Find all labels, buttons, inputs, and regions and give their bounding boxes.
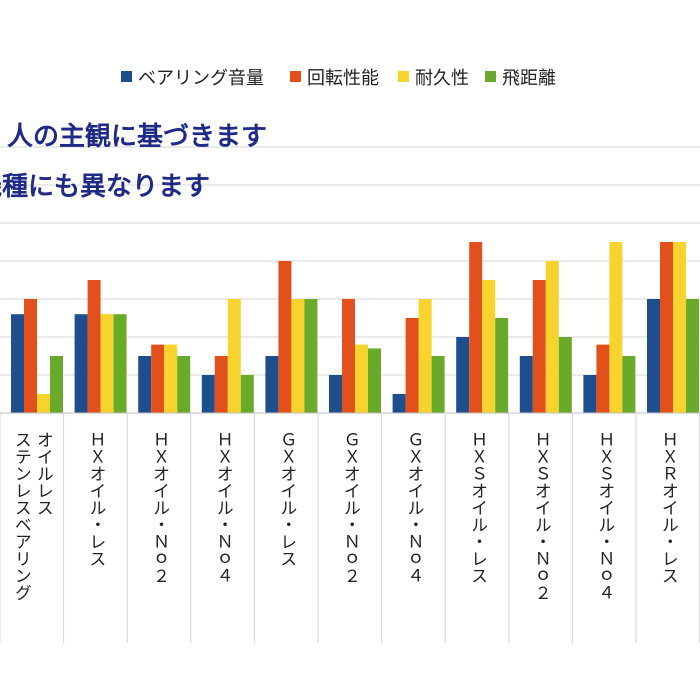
category-label-10: ＨＸＳオイル・Ｎｏ４ <box>594 431 614 601</box>
bar-2-7 <box>405 318 419 413</box>
bar-1-7 <box>392 394 406 413</box>
bar-3-3 <box>164 344 178 413</box>
bar-2-5 <box>278 261 292 413</box>
bar-1-5 <box>265 356 279 413</box>
bar-3-2 <box>100 314 114 413</box>
bar-1-1 <box>11 314 24 413</box>
bar-1-10 <box>583 375 597 413</box>
bar-2-1 <box>24 299 37 413</box>
category-label-1-2: ステンレスベアリング <box>11 431 31 601</box>
bar-3-4 <box>227 299 241 413</box>
legend-swatch-2 <box>290 71 301 82</box>
bar-1-9 <box>519 356 533 413</box>
category-label-3: ＨＸオイル・Ｎｏ２ <box>149 431 169 584</box>
bar-4-9 <box>558 337 572 413</box>
category-label-7: ＧＸオイル・Ｎｏ４ <box>403 431 423 584</box>
chart-notes: 人の主観に基づきます機種にも異なります <box>0 121 267 202</box>
bar-2-11 <box>660 242 673 413</box>
bar-2-2 <box>87 280 101 413</box>
chart-note-2: 機種にも異なります <box>0 172 210 202</box>
category-label-8: ＨＸＳオイル・レス <box>467 431 487 584</box>
legend-swatch-1 <box>121 71 132 82</box>
bar-4-7 <box>431 356 445 413</box>
bar-4-11 <box>686 299 699 413</box>
bar-4-1 <box>50 356 63 413</box>
bar-3-11 <box>673 242 686 413</box>
bar-1-6 <box>329 375 342 413</box>
bar-2-6 <box>342 299 355 413</box>
bar-4-3 <box>177 356 191 413</box>
category-label-4: ＨＸオイル・Ｎｏ４ <box>213 431 233 584</box>
bar-4-10 <box>622 356 636 413</box>
bar-3-5 <box>291 299 305 413</box>
bar-2-9 <box>532 280 546 413</box>
category-label-11: ＨＸＲオイル・レス <box>658 431 678 584</box>
bar-4-6 <box>368 348 381 413</box>
category-label-5: ＧＸオイル・レス <box>276 431 296 567</box>
category-label-2: ＨＸオイル・レス <box>85 431 105 567</box>
legend-swatch-4 <box>485 71 496 82</box>
bars <box>11 242 699 413</box>
bar-2-4 <box>214 356 228 413</box>
bar-1-11 <box>647 299 660 413</box>
legend-label-1: ベアリング音量 <box>138 68 264 89</box>
bar-4-2 <box>113 314 127 413</box>
legend: ベアリング音量 回転性能 耐久性 飛距離 <box>121 68 556 89</box>
bar-4-8 <box>495 318 509 413</box>
legend-swatch-3 <box>398 71 409 82</box>
bar-3-8 <box>482 280 496 413</box>
bar-4-4 <box>240 375 254 413</box>
bar-1-4 <box>201 375 215 413</box>
bar-1-3 <box>138 356 152 413</box>
legend-label-3: 耐久性 <box>415 68 469 89</box>
bar-3-7 <box>418 299 432 413</box>
bar-3-10 <box>609 242 623 413</box>
category-label-1-1: オイルレス <box>33 431 53 516</box>
bar-4-5 <box>304 299 318 413</box>
legend-label-4: 飛距離 <box>502 68 556 89</box>
bar-3-9 <box>545 261 559 413</box>
category-label-9: ＨＸＳオイル・Ｎｏ２ <box>531 431 551 601</box>
bar-3-6 <box>355 344 368 413</box>
bar-2-10 <box>596 344 610 413</box>
bar-2-8 <box>469 242 483 413</box>
bar-1-2 <box>74 314 88 413</box>
legend-label-2: 回転性能 <box>307 68 379 89</box>
bar-1-8 <box>456 337 470 413</box>
bar-3-1 <box>37 394 50 413</box>
chart-note-1: 人の主観に基づきます <box>7 121 267 152</box>
bar-2-3 <box>151 344 165 413</box>
category-label-6: ＧＸオイル・Ｎｏ２ <box>340 431 360 584</box>
